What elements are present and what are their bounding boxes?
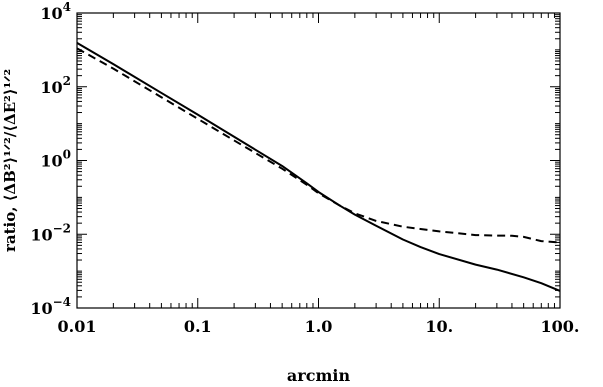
y-tick-label: 100 (40, 148, 71, 171)
y-tick-label: 104 (40, 0, 71, 23)
series-dashed-line (76, 47, 561, 244)
x-tick-label: 100. (541, 317, 580, 336)
plot-frame (76, 12, 561, 309)
x-axis-label: arcmin (287, 366, 351, 385)
series-solid-line (76, 41, 561, 292)
y-tick-label: 102 (40, 74, 71, 97)
x-tick-label: 10. (425, 317, 453, 336)
x-tick-label: 1.0 (305, 317, 333, 336)
y-axis-label: ratio, ⟨ΔB²⟩¹ᐟ²/⟨ΔE²⟩¹ᐟ² (1, 69, 19, 252)
x-tick-label: 0.1 (184, 317, 212, 336)
y-tick-label: 10−4 (30, 295, 71, 318)
x-tick-label: 0.01 (58, 317, 97, 336)
y-tick-label: 10−2 (30, 221, 71, 244)
